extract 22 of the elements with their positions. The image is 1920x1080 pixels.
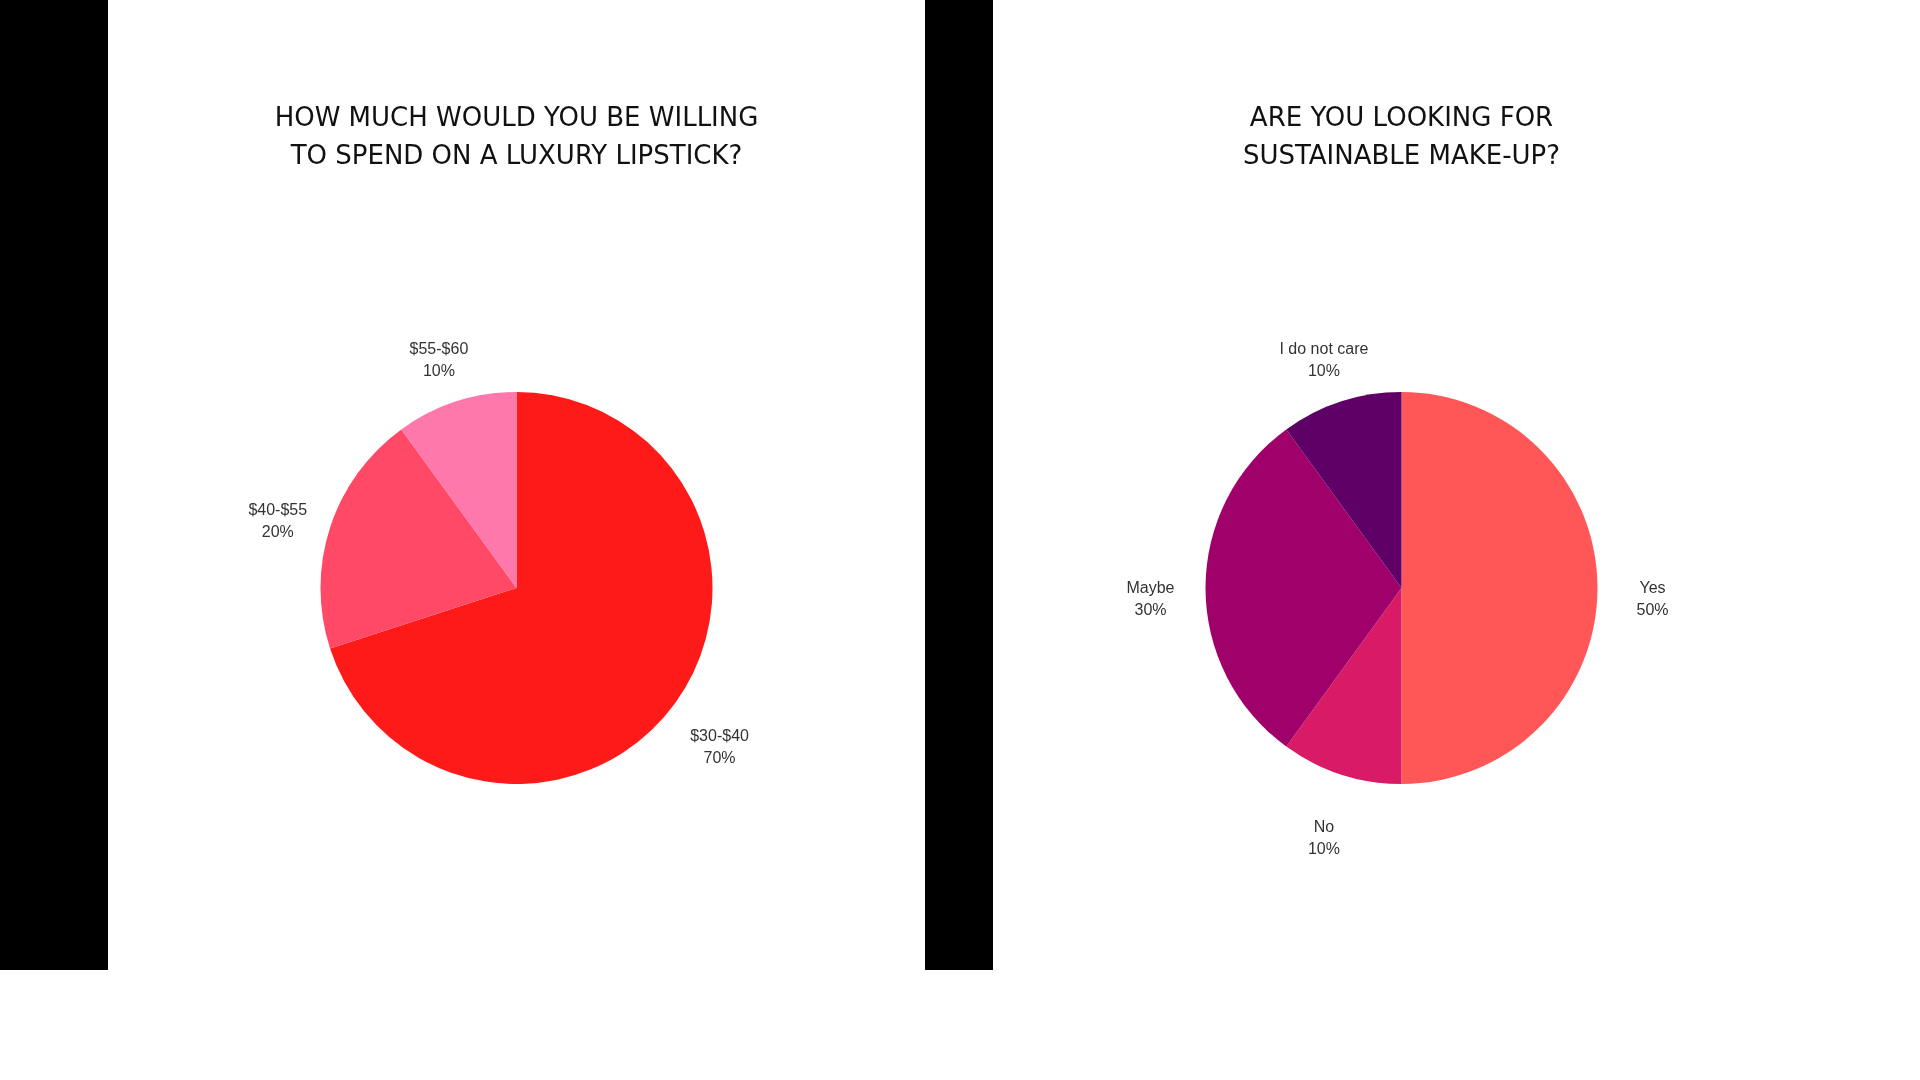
data-label: 10% [1307, 362, 1340, 380]
data-label: 10% [422, 362, 455, 380]
slice-label: Maybe [1126, 579, 1175, 596]
pie-slice [320, 429, 517, 649]
slice-label: No [1313, 817, 1335, 835]
slice-label: Yes [1639, 579, 1666, 596]
data-label: 50% [1636, 601, 1669, 618]
slice-label: $30-$40 [690, 726, 750, 744]
chart-title: HOW MUCH WOULD YOU BE WILLING TO SPEND ON A LUXURY LIPSTICK? [274, 102, 759, 170]
data-label: 70% [703, 748, 736, 766]
pie-slice [1401, 392, 1598, 784]
pie-slice [1286, 392, 1402, 588]
data-label: 30% [1134, 601, 1167, 618]
slice-label: $55-$60 [409, 340, 469, 358]
pie-slice [1205, 429, 1402, 747]
chart-title: ARE YOU LOOKING FOR SUSTAINABLE MAKE-UP? [1242, 102, 1561, 170]
pie-slice [1286, 588, 1402, 784]
data-label: 10% [1307, 839, 1340, 857]
slice-label: $40-$55 [248, 501, 308, 519]
data-label: 20% [261, 523, 294, 541]
slice-label: I do not care [1279, 340, 1369, 358]
pie-slice [401, 392, 517, 588]
